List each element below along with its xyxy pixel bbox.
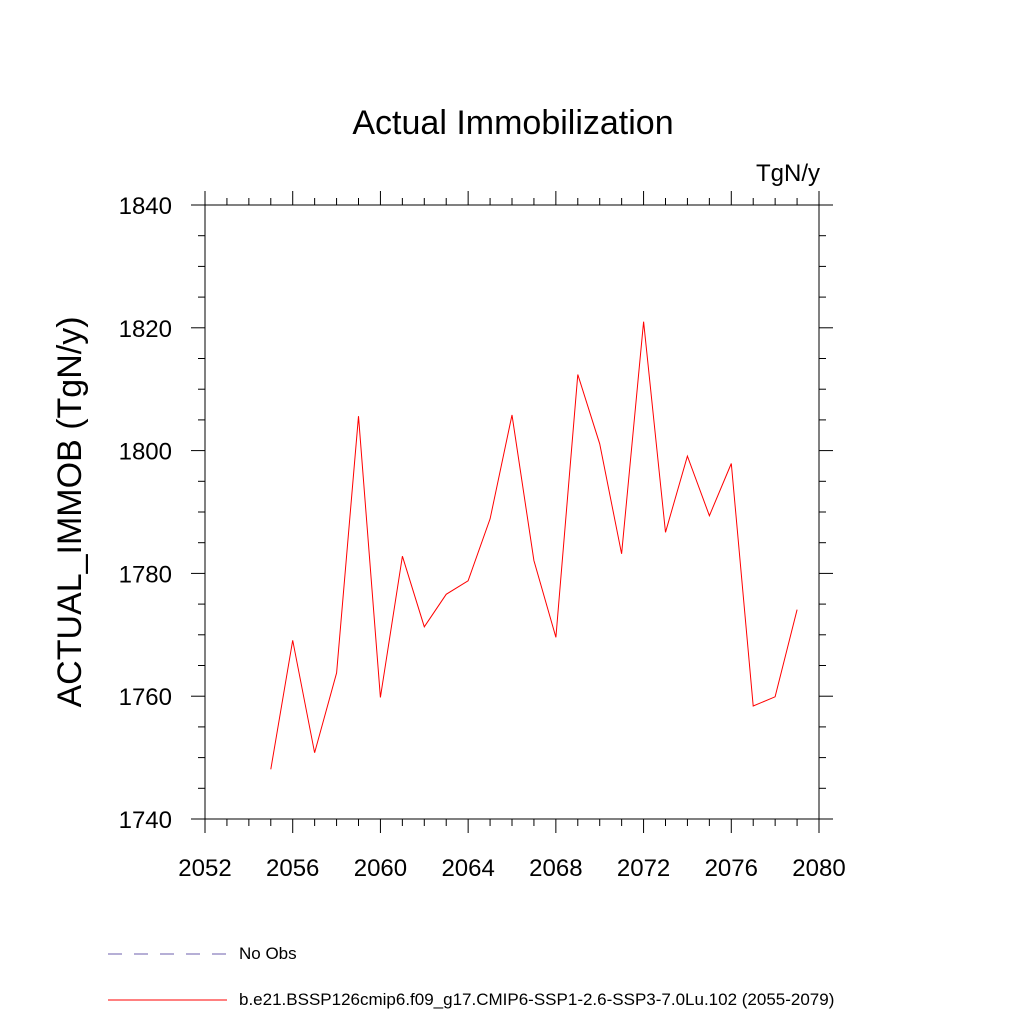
x-tick-label: 2064 <box>441 855 494 882</box>
units-label: TgN/y <box>756 160 820 187</box>
y-tick-label: 1840 <box>119 193 172 220</box>
x-tick-label: 2056 <box>266 855 319 882</box>
y-tick-label: 1740 <box>119 807 172 834</box>
y-tick-label: 1780 <box>119 561 172 588</box>
x-tick-label: 2068 <box>529 855 582 882</box>
plot-frame <box>204 204 820 820</box>
legend-label-no-obs: No Obs <box>239 944 297 963</box>
series-line <box>270 321 798 770</box>
y-tick-label: 1760 <box>119 684 172 711</box>
y-axis-label: ACTUAL_IMMOB (TgN/y) <box>51 316 89 707</box>
y-axis-tick-labels: 1740 1760 1780 1800 1820 1840 <box>119 193 172 834</box>
chart-title: Actual Immobilization <box>352 104 673 142</box>
x-tick-label: 2060 <box>354 855 407 882</box>
legend: No Obs b.e21.BSSP126cmip6.f09_g17.CMIP6-… <box>108 944 834 1009</box>
x-tick-label: 2080 <box>792 855 845 882</box>
x-tick-label: 2076 <box>705 855 758 882</box>
series-layer <box>270 321 798 770</box>
x-axis-tick-labels: 2052 2056 2060 2064 2068 2072 2076 2080 <box>178 855 845 882</box>
x-tick-label: 2052 <box>178 855 231 882</box>
legend-label-series: b.e21.BSSP126cmip6.f09_g17.CMIP6-SSP1-2.… <box>239 990 834 1009</box>
y-axis-ticks <box>191 204 833 820</box>
x-axis-ticks <box>204 191 820 833</box>
x-tick-label: 2072 <box>617 855 670 882</box>
y-tick-label: 1820 <box>119 316 172 343</box>
y-tick-label: 1800 <box>119 439 172 466</box>
